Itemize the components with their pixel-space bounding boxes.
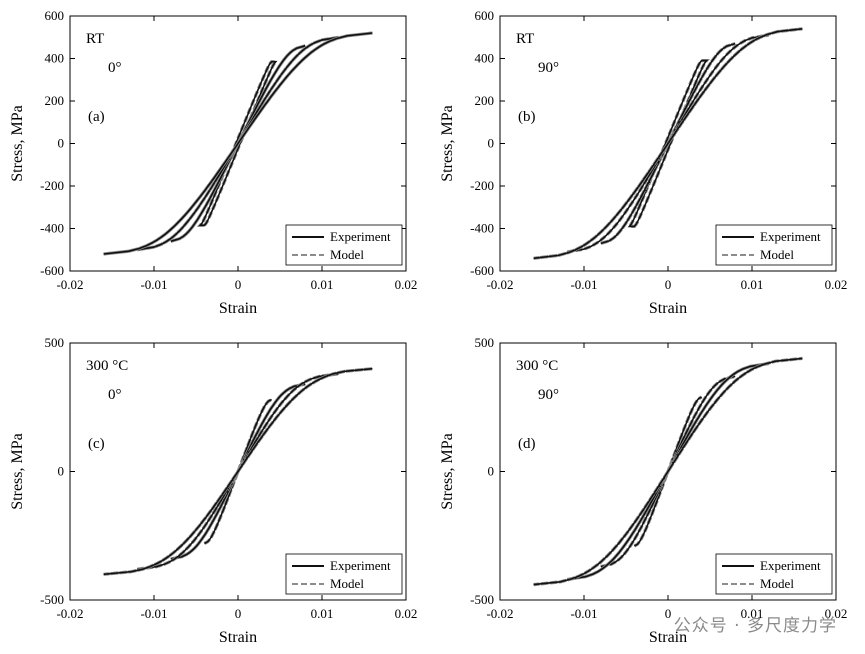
condition-label: 300 °C xyxy=(86,358,128,374)
y-tick-label: 500 xyxy=(45,335,65,350)
experiment-loop xyxy=(633,396,703,547)
x-tick-label: 0.02 xyxy=(825,606,848,621)
x-tick-label: -0.01 xyxy=(140,277,167,292)
watermark: 公众号 · 多尺度力学 xyxy=(673,616,837,636)
y-axis-label: Stress, MPa xyxy=(9,105,26,181)
curves xyxy=(103,31,373,256)
legend-experiment-label: Experiment xyxy=(330,558,391,573)
y-tick-label: 600 xyxy=(45,8,65,23)
x-axis-label: Strain xyxy=(219,300,257,317)
experiment-loop xyxy=(170,45,306,243)
panel-label: (b) xyxy=(518,109,536,125)
y-tick-label: 200 xyxy=(45,93,65,108)
experiment-loop xyxy=(103,32,373,255)
condition-label: RT xyxy=(516,31,534,47)
y-tick-label: -500 xyxy=(40,592,64,607)
condition-label: RT xyxy=(86,31,104,47)
chart-panel-a: -0.02 -0.01 0 0.01 0.02 -600 -400 -200 0 200 400 60… xyxy=(9,8,417,317)
y-tick-label: -400 xyxy=(40,221,64,236)
x-tick-label: 0.01 xyxy=(311,277,334,292)
condition-label: 300 °C xyxy=(516,358,558,374)
curves xyxy=(103,367,373,576)
curves xyxy=(533,27,803,260)
panel-label: (d) xyxy=(518,436,536,452)
y-axis-label: Stress, MPa xyxy=(439,105,456,181)
x-tick-label: 0 xyxy=(235,606,242,621)
y-tick-label: 400 xyxy=(45,51,65,66)
y-axis-label: Stress, MPa xyxy=(439,433,456,509)
experiment-loop xyxy=(533,357,803,586)
x-tick-label: -0.02 xyxy=(56,606,83,621)
x-tick-label: 0.02 xyxy=(825,277,848,292)
chart-panel-c: -0.02 -0.01 0 0.01 0.02 -500 0 500 Strain Stress,… xyxy=(9,335,417,646)
x-tick-label: 0 xyxy=(235,277,242,292)
chart-panel-d: -0.02 -0.01 0 0.01 0.02 -500 0 500 Strain Stress,… xyxy=(439,335,847,646)
curves xyxy=(533,356,803,587)
y-tick-label: -200 xyxy=(40,178,64,193)
x-tick-label: -0.01 xyxy=(140,606,167,621)
y-tick-label: -600 xyxy=(470,263,494,278)
y-tick-label: 200 xyxy=(475,93,495,108)
legend-box xyxy=(715,553,833,595)
y-tick-label: -200 xyxy=(470,178,494,193)
y-axis-label: Stress, MPa xyxy=(9,433,26,509)
legend-experiment-label: Experiment xyxy=(330,229,391,244)
x-tick-label: -0.02 xyxy=(486,277,513,292)
x-tick-label: -0.01 xyxy=(570,277,597,292)
y-tick-label: -500 xyxy=(470,592,494,607)
x-tick-label: 0.02 xyxy=(395,606,418,621)
x-tick-label: -0.02 xyxy=(56,277,83,292)
y-tick-label: 0 xyxy=(58,136,65,151)
x-tick-label: -0.02 xyxy=(486,606,513,621)
experiment-loop xyxy=(103,367,373,576)
legend-model-label: Model xyxy=(760,247,794,262)
legend-experiment-label: Experiment xyxy=(760,229,821,244)
angle-label: 90° xyxy=(538,387,559,403)
experiment-loop xyxy=(170,383,306,560)
legend-box xyxy=(285,224,403,266)
y-tick-label: 600 xyxy=(475,8,495,23)
experiment-loop xyxy=(600,375,736,568)
legend-box xyxy=(285,553,403,595)
y-tick-label: 500 xyxy=(475,335,495,350)
legend-model-label: Model xyxy=(330,576,364,591)
y-tick-label: 400 xyxy=(475,51,495,66)
x-tick-label: 0.01 xyxy=(311,606,334,621)
x-axis-label: Strain xyxy=(649,300,687,317)
y-tick-label: -600 xyxy=(40,263,64,278)
x-axis-label: Strain xyxy=(219,629,257,646)
legend-model-label: Model xyxy=(760,576,794,591)
y-tick-label: 0 xyxy=(488,464,495,479)
x-tick-label: 0.02 xyxy=(395,277,418,292)
legend-experiment-label: Experiment xyxy=(760,558,821,573)
experiment-loop xyxy=(533,28,803,260)
experiment-loop xyxy=(204,398,272,545)
panel-label: (a) xyxy=(88,109,105,125)
y-tick-label: 0 xyxy=(488,136,495,151)
chart-panel-b: -0.02 -0.01 0 0.01 0.02 -600 -400 -200 0 200 400 60… xyxy=(439,8,847,317)
angle-label: 90° xyxy=(538,60,559,76)
angle-label: 0° xyxy=(108,387,122,403)
y-tick-label: 0 xyxy=(58,464,65,479)
x-tick-label: 0 xyxy=(665,606,672,621)
angle-label: 0° xyxy=(108,60,122,76)
legend-box xyxy=(715,224,833,266)
y-tick-label: -400 xyxy=(470,221,494,236)
x-tick-label: 0.01 xyxy=(741,606,764,621)
experiment-loop xyxy=(600,42,736,245)
x-tick-label: 0.01 xyxy=(741,277,764,292)
panel-label: (c) xyxy=(88,436,105,452)
legend-model-label: Model xyxy=(330,247,364,262)
x-axis-label: Strain xyxy=(649,629,687,646)
x-tick-label: -0.01 xyxy=(570,606,597,621)
x-tick-label: 0 xyxy=(665,277,672,292)
